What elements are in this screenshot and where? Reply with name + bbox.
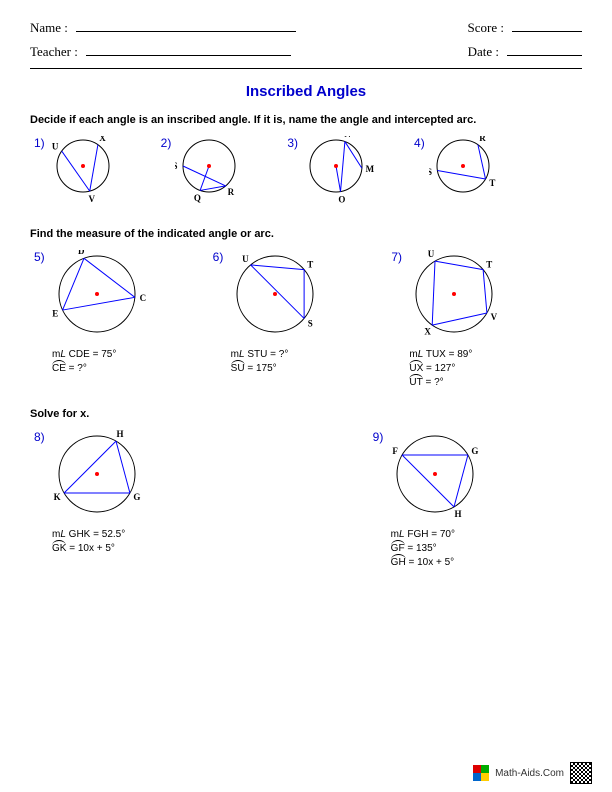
svg-text:R: R: [228, 187, 235, 197]
circle-diagram: U T V X: [406, 250, 510, 346]
problem: 6) U T S mL STU = ?° SU = 175°: [213, 250, 332, 388]
circle-diagram: S Q R: [175, 136, 255, 208]
problem: 7) U T V X mL TUX = 89° UX = 127° UT = ?°: [391, 250, 510, 388]
problem-text: mL GHK = 52.5°: [52, 529, 153, 540]
problem: 4) R S T: [414, 136, 509, 208]
svg-text:M: M: [366, 164, 375, 174]
circle-diagram: F G H: [387, 430, 491, 526]
svg-text:Q: Q: [194, 193, 201, 203]
date-label: Date :: [468, 44, 499, 60]
circle-diagram: U T S: [227, 250, 331, 346]
svg-text:X: X: [424, 327, 431, 337]
problem-text: UX = 127°: [409, 363, 510, 374]
problem-number: 8): [34, 430, 45, 444]
svg-text:N: N: [344, 136, 351, 139]
svg-text:S: S: [175, 161, 178, 171]
circle-diagram: H G K: [49, 430, 153, 526]
problem-number: 5): [34, 250, 45, 264]
section1-instruction: Decide if each angle is an inscribed ang…: [30, 114, 582, 126]
svg-text:H: H: [455, 509, 462, 519]
circle-diagram: U X V: [49, 136, 129, 208]
circle-diagram: N M O: [302, 136, 382, 208]
svg-text:V: V: [491, 312, 498, 322]
logo-icon: [473, 765, 489, 781]
problem: 8) H G K mL GHK = 52.5° GK = 10x + 5°: [34, 430, 153, 568]
name-field: Name :: [30, 20, 296, 36]
problem-number: 3): [287, 136, 298, 150]
teacher-field: Teacher :: [30, 44, 291, 60]
problem-text: GF = 135°: [391, 543, 492, 554]
footer: Math-Aids.Com: [473, 762, 592, 784]
svg-text:T: T: [489, 178, 495, 188]
svg-text:O: O: [338, 194, 345, 204]
date-line[interactable]: [507, 55, 582, 56]
problem-text: mL FGH = 70°: [391, 529, 492, 540]
problem-text: mL TUX = 89°: [409, 349, 510, 360]
problem-text: mL STU = ?°: [231, 349, 332, 360]
svg-text:E: E: [52, 308, 58, 318]
problem: 5) D C E mL CDE = 75° CE = ?°: [34, 250, 153, 388]
problem-text: SU = 175°: [231, 363, 332, 374]
problem-text: UT = ?°: [409, 377, 510, 388]
svg-text:D: D: [78, 250, 85, 256]
footer-site: Math-Aids.Com: [495, 768, 564, 779]
problem: 9) F G H mL FGH = 70° GF = 135° GH = 10x + 5…: [373, 430, 492, 568]
problem-text: CE = ?°: [52, 363, 153, 374]
svg-text:U: U: [52, 141, 59, 151]
problem-number: 6): [213, 250, 224, 264]
svg-text:H: H: [116, 430, 123, 439]
problem-number: 9): [373, 430, 384, 444]
svg-text:R: R: [479, 136, 486, 143]
svg-text:S: S: [429, 167, 432, 177]
problem-number: 1): [34, 136, 45, 150]
svg-text:U: U: [243, 254, 250, 264]
svg-text:K: K: [53, 492, 60, 502]
svg-text:F: F: [393, 446, 399, 456]
section3-instruction: Solve for x.: [30, 408, 582, 420]
name-label: Name :: [30, 20, 68, 36]
score-field: Score :: [468, 20, 582, 36]
name-line[interactable]: [76, 31, 296, 32]
problem: 2) S Q R: [161, 136, 256, 208]
circle-diagram: R S T: [429, 136, 509, 208]
svg-text:T: T: [308, 259, 314, 269]
problem: 3) N M O: [287, 136, 382, 208]
svg-text:S: S: [308, 319, 313, 329]
svg-text:G: G: [472, 446, 479, 456]
teacher-label: Teacher :: [30, 44, 78, 60]
svg-text:U: U: [428, 250, 435, 259]
problem-text: GH = 10x + 5°: [391, 557, 492, 568]
problem-text: mL CDE = 75°: [52, 349, 153, 360]
header-rule: [30, 68, 582, 69]
svg-text:V: V: [88, 194, 95, 204]
score-line[interactable]: [512, 31, 582, 32]
circle-diagram: D C E: [49, 250, 153, 346]
problem-number: 4): [414, 136, 425, 150]
problem: 1) U X V: [34, 136, 129, 208]
score-label: Score :: [468, 20, 504, 36]
svg-text:C: C: [139, 293, 146, 303]
worksheet-title: Inscribed Angles: [30, 83, 582, 100]
qr-icon: [570, 762, 592, 784]
problem-text: GK = 10x + 5°: [52, 543, 153, 554]
date-field: Date :: [468, 44, 582, 60]
svg-text:X: X: [99, 136, 106, 143]
svg-text:T: T: [486, 259, 492, 269]
teacher-line[interactable]: [86, 55, 291, 56]
section2-instruction: Find the measure of the indicated angle …: [30, 228, 582, 240]
problem-number: 2): [161, 136, 172, 150]
svg-text:G: G: [133, 492, 140, 502]
problem-number: 7): [391, 250, 402, 264]
